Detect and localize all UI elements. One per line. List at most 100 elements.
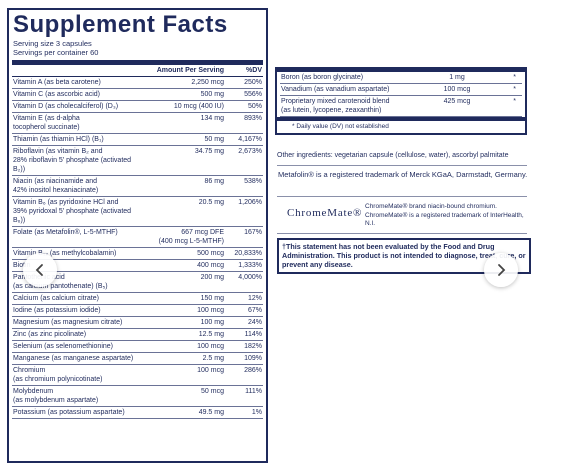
next-image-button[interactable] — [484, 253, 518, 287]
nutrient-row: Calcium (as calcium citrate) 150 mg 12% — [12, 293, 263, 305]
nutrient-name: Zinc (as zinc picolinate) — [13, 331, 87, 338]
nutrient-dv: 111% — [245, 388, 262, 395]
dv-header: %DV — [246, 67, 262, 74]
nutrient-amount: 400 mcg — [197, 262, 224, 269]
nutrient-row: Chromium (as chromium polynicotinate) 100… — [12, 365, 263, 386]
nutrient-dv: 24% — [247, 319, 262, 326]
nutrient-name: Biotin — [13, 262, 31, 269]
nutrient-amount: 500 mcg — [197, 250, 224, 257]
nutrient-amount: 50 mcg — [201, 388, 224, 395]
facts-header-row: Amount Per Serving %DV — [12, 65, 263, 77]
supplement-facts-continued: Boron (as boron glycinate) 1 mg * Vanadium … — [275, 67, 527, 135]
nutrient-row: Iodine (as potassium iodide) 100 mcg 67% — [12, 305, 263, 317]
nutrient-row: Niacin (as niacinamide and 42% inositol … — [12, 176, 263, 197]
nutrient-name: Folate (as Metafolin®, L-5-MTHF) — [13, 229, 118, 236]
nutrient-row: Vitamin B₆ (as pyridoxine HCl and 39% py… — [12, 197, 263, 227]
nutrient-name: Potassium (as potassium aspartate) — [13, 409, 125, 416]
nutrient-dv: 893% — [244, 115, 262, 122]
nutrient-name: Vitamin B₆ (as pyridoxine HCl and 39% py… — [13, 199, 132, 224]
nutrient-dv: * — [513, 86, 516, 93]
nutrient-row: Vitamin C (as ascorbic acid) 500 mg 556% — [12, 89, 263, 101]
chromemate-note: ChromeMate® brand niacin-bound chromium.… — [365, 203, 524, 227]
nutrient-dv: 12% — [247, 295, 262, 302]
nutrient-name: Vitamin D (as cholecalciferol) (D₃) — [13, 103, 119, 110]
nutrient-amount: 34.75 mg — [194, 148, 224, 155]
nutrient-dv: * — [513, 74, 516, 81]
nutrient-name: Vitamin C (as ascorbic acid) — [13, 91, 101, 98]
nutrient-dv: * — [513, 98, 516, 105]
nutrient-amount: 500 mg — [200, 91, 224, 98]
nutrient-amount: 12.5 mg — [198, 331, 224, 338]
header-divider — [12, 60, 263, 65]
fda-disclaimer: †This statement has not been evaluated b… — [277, 238, 531, 274]
nutrient-row: Potassium (as potassium aspartate) 49.5 m… — [12, 407, 263, 419]
nutrient-name: Manganese (as manganese aspartate) — [13, 355, 134, 362]
nutrient-row: Zinc (as zinc picolinate) 12.5 mg 114% — [12, 329, 263, 341]
nutrient-amount: 134 mg — [200, 115, 224, 122]
amount-header: Amount Per Serving — [156, 67, 224, 74]
dv-footnote: * Daily value (DV) not established — [292, 123, 389, 130]
nutrient-amount: 1 mg — [449, 74, 465, 81]
nutrient-dv: 538% — [244, 178, 262, 185]
chromemate-logo: ChromeMate® — [287, 207, 363, 219]
nutrient-dv: 1,333% — [238, 262, 262, 269]
nutrient-amount: 10 mcg (400 IU) — [173, 103, 224, 110]
nutrient-dv: 1% — [251, 409, 262, 416]
nutrient-amount: 20.5 mg — [198, 199, 224, 206]
servings-per-container: Servings per container 60 — [13, 48, 99, 57]
nutrient-dv: 4,167% — [238, 136, 262, 143]
nutrient-amount: 2.5 mg — [202, 355, 224, 362]
nutrient-amount: 100 mg — [200, 319, 224, 326]
nutrient-row: Vanadium (as vanadium aspartate) 100 mcg * — [280, 84, 522, 96]
nutrient-dv: 2,673% — [238, 148, 262, 155]
nutrient-dv: 250% — [244, 79, 262, 86]
previous-image-button[interactable] — [23, 253, 57, 287]
nutrient-name: Molybdenum (as molybdenum aspartate) — [13, 388, 99, 404]
chevron-left-icon — [35, 264, 43, 276]
nutrient-dv: 4,000% — [238, 274, 262, 281]
nutrient-amount: 50 mg — [204, 136, 224, 143]
nutrient-name: Vitamin E (as d-alpha tocopherol succina… — [13, 115, 80, 131]
nutrient-row: Folate (as Metafolin®, L-5-MTHF) 667 mcg … — [12, 227, 263, 248]
nutrient-name: Calcium (as calcium citrate) — [13, 295, 99, 302]
nutrient-dv: 167% — [244, 229, 262, 236]
nutrient-name: Vanadium (as vanadium aspartate) — [281, 86, 390, 93]
nutrient-name: Thiamin (as thiamin HCl) (B₁) — [13, 136, 104, 143]
supplement-facts-label: Supplement Facts Serving size 3 capsules… — [7, 8, 268, 463]
nutrient-row: Riboflavin (as vitamin B₂ and 28% ribofl… — [12, 146, 263, 176]
nutrient-dv: 286% — [244, 367, 262, 374]
divider — [277, 165, 527, 166]
nutrient-amount: 49.5 mg — [198, 409, 224, 416]
nutrient-row: Magnesium (as magnesium citrate) 100 mg 24… — [12, 317, 263, 329]
nutrient-amount: 425 mcg — [443, 98, 471, 105]
nutrient-row: Vitamin E (as d-alpha tocopherol succina… — [12, 113, 263, 134]
nutrient-row: Vitamin A (as beta carotene) 2,250 mcg 250… — [12, 77, 263, 89]
nutrient-amount: 100 mcg — [197, 343, 224, 350]
nutrient-dv: 114% — [244, 331, 262, 338]
nutrient-name: Chromium (as chromium polynicotinate) — [13, 367, 103, 383]
supplement-facts-title: Supplement Facts — [13, 11, 228, 38]
nutrient-row: Manganese (as manganese aspartate) 2.5 mg… — [12, 353, 263, 365]
metafolin-note: Metafolin® is a registered trademark of … — [278, 170, 528, 179]
nutrient-dv: 67% — [247, 307, 262, 314]
nutrient-amount: 2,250 mcg — [191, 79, 224, 86]
nutrient-name: Selenium (as selenomethionine) — [13, 343, 113, 350]
nutrient-name: Vitamin A (as beta carotene) — [13, 79, 101, 86]
nutrient-dv: 182% — [244, 343, 262, 350]
nutrient-row: Boron (as boron glycinate) 1 mg * — [280, 72, 522, 84]
nutrient-amount: 200 mg — [200, 274, 224, 281]
nutrient-dv: 20,833% — [234, 250, 262, 257]
nutrient-row: Proprietary mixed carotenoid blend (as l… — [280, 96, 522, 117]
chevron-right-icon — [498, 264, 506, 276]
fda-statement: †This statement has not been evaluated b… — [282, 242, 526, 269]
other-ingredients: Other ingredients: vegetarian capsule (c… — [277, 152, 509, 159]
nutrient-amount: 667 mcg DFE (400 mcg L-5-MTHF) — [158, 229, 224, 245]
divider — [277, 196, 527, 197]
nutrient-name: Magnesium (as magnesium citrate) — [13, 319, 123, 326]
serving-size: Serving size 3 capsules — [13, 39, 92, 48]
nutrient-name: Riboflavin (as vitamin B₂ and 28% ribofl… — [13, 148, 132, 173]
divider — [277, 233, 527, 234]
nutrient-dv: 50% — [247, 103, 262, 110]
nutrient-row: Molybdenum (as molybdenum aspartate) 50 m… — [12, 386, 263, 407]
nutrient-name: Niacin (as niacinamide and 42% inositol … — [13, 178, 99, 194]
